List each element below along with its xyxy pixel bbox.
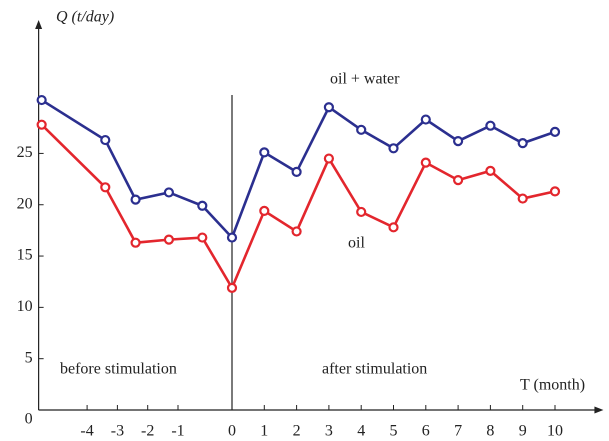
data-point	[453, 136, 464, 147]
data-point	[485, 120, 496, 131]
x-tick-label: 8	[486, 423, 494, 440]
x-tick-label: 5	[390, 423, 398, 440]
data-point	[130, 237, 141, 248]
data-point	[323, 153, 334, 164]
data-point	[356, 206, 367, 218]
y-axis-arrow	[35, 20, 43, 29]
data-point	[517, 138, 528, 149]
x-tick-label: 10	[547, 423, 563, 440]
data-point	[36, 119, 47, 130]
data-point	[197, 200, 208, 211]
data-point	[323, 102, 334, 113]
data-point	[259, 205, 270, 216]
x-tick-label: 0	[228, 423, 236, 440]
x-tick-label: -1	[171, 423, 184, 440]
data-point	[517, 193, 528, 204]
data-point	[100, 134, 111, 146]
data-point	[420, 157, 431, 168]
annotation: before stimulation	[60, 361, 177, 378]
y-tick-label: 15	[17, 247, 33, 264]
annotation: after stimulation	[322, 361, 427, 378]
data-point	[388, 143, 399, 154]
data-point	[549, 126, 561, 137]
x-tick-label: 6	[422, 423, 430, 440]
data-point	[291, 166, 302, 177]
x-tick-label: 3	[325, 423, 333, 440]
data-point	[163, 187, 175, 198]
data-point	[549, 186, 561, 197]
x-tick-label: -3	[111, 423, 124, 440]
y-tick-label: 5	[25, 349, 33, 366]
x-tick-label: 7	[454, 423, 462, 440]
data-point	[259, 147, 270, 158]
x-axis-label: T (month)	[520, 377, 585, 394]
series-line	[40, 98, 556, 240]
x-tick-label: 1	[260, 423, 268, 440]
x-tick-label: 2	[293, 423, 301, 440]
data-point	[453, 175, 464, 186]
data-point	[291, 226, 302, 237]
series-line	[40, 123, 556, 291]
data-point	[163, 234, 175, 245]
x-tick-label: -2	[141, 423, 154, 440]
x-tick-label: 9	[519, 423, 527, 440]
data-point	[36, 94, 47, 106]
data-point	[420, 114, 431, 125]
y-tick-label: 25	[17, 144, 33, 161]
data-point	[388, 222, 399, 233]
data-point	[226, 282, 238, 293]
y-tick-label: 10	[17, 298, 33, 315]
data-point	[356, 124, 367, 135]
data-point	[226, 232, 238, 243]
data-point	[130, 194, 141, 205]
y-tick-label: 20	[17, 195, 33, 212]
x-axis-arrow	[594, 406, 604, 414]
annotation: oil	[348, 235, 365, 252]
data-point	[197, 232, 208, 243]
y-axis-label: Q (t/day)	[56, 9, 114, 26]
annotation: oil + water	[330, 71, 400, 88]
data-point	[100, 182, 111, 193]
x-tick-label: -4	[80, 423, 93, 440]
data-point	[485, 165, 496, 176]
x-tick-label: 4	[357, 423, 365, 440]
y-tick-label: 0	[25, 411, 33, 428]
